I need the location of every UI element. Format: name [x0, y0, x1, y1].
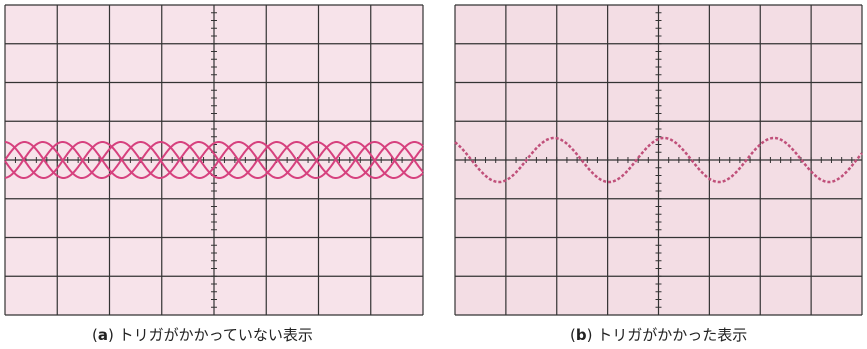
panel-letter: b — [576, 326, 587, 344]
scopes — [0, 0, 867, 320]
paren: ) — [587, 326, 593, 344]
caption-b: (b) トリガがかかった表示 — [570, 324, 747, 345]
caption-text: トリガがかかっていない表示 — [119, 326, 313, 344]
paren: ) — [108, 326, 114, 344]
caption-text: トリガがかかった表示 — [597, 326, 747, 344]
caption-a: (a) トリガがかかっていない表示 — [92, 324, 313, 345]
page: (a) トリガがかかっていない表示 (b) トリガがかかった表示 — [0, 0, 867, 349]
panel-letter: a — [98, 326, 108, 344]
